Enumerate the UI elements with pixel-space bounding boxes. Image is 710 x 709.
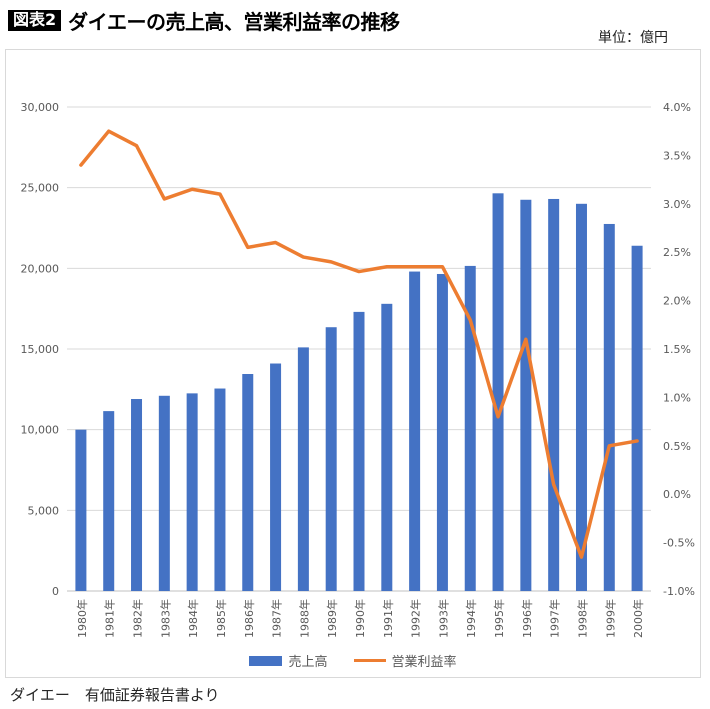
bar-1990年	[353, 311, 365, 591]
x-axis-tick-1999年: 1999年	[603, 599, 617, 638]
right-axis-tick-0.5: 0.5%	[663, 440, 691, 453]
x-axis-tick-1990年: 1990年	[353, 599, 367, 638]
x-axis-tick-1988年: 1988年	[297, 599, 311, 638]
legend-item-sales: 売上高	[249, 651, 328, 670]
bar-1982年	[131, 399, 143, 591]
left-axis-tick-10000: 10,000	[21, 424, 60, 437]
bar-1998年	[575, 203, 587, 592]
x-axis-tick-1984年: 1984年	[186, 599, 200, 638]
chart-header: 図表2 ダイエーの売上高、営業利益率の推移	[8, 6, 400, 35]
x-axis-tick-1982年: 1982年	[131, 599, 145, 638]
bar-1980年	[75, 429, 87, 591]
bar-1995年	[492, 193, 504, 591]
left-axis-tick-15000: 15,000	[21, 343, 60, 356]
sales-swatch-icon	[249, 655, 283, 666]
bar-1983年	[158, 395, 170, 591]
right-axis-tick-4.0: 4.0%	[663, 101, 691, 114]
x-axis-tick-1997年: 1997年	[548, 599, 562, 638]
chart-container: 0 5,000 10,000 15,000 20,000 25,000 30,000 -1.0…	[5, 49, 701, 678]
x-axis-tick-1995年: 1995年	[492, 599, 506, 638]
bar-1987年	[270, 363, 282, 591]
unit-label: 単位：億円	[598, 30, 668, 46]
source-caption: ダイエー 有価証券報告書より	[10, 686, 220, 704]
legend-margin-label: 営業利益率	[391, 655, 457, 670]
x-axis-tick-1989年: 1989年	[325, 599, 339, 638]
bar-1992年	[409, 271, 421, 591]
legend-sales-label: 売上高	[288, 655, 328, 670]
operating-margin-line	[79, 129, 639, 559]
figure-number-badge: 図表2	[8, 10, 62, 31]
x-axis-tick-1996年: 1996年	[520, 599, 534, 638]
right-axis-tick--1.0: -1.0%	[663, 585, 695, 598]
legend-item-margin: 営業利益率	[353, 651, 457, 670]
x-axis-tick-1980年: 1980年	[75, 599, 89, 638]
x-axis-tick-1987年: 1987年	[270, 599, 284, 638]
bar-1993年	[436, 273, 448, 591]
right-axis-tick--0.5: -0.5%	[663, 537, 695, 550]
right-axis-tick-1.5: 1.5%	[663, 343, 691, 356]
x-axis-tick-1991年: 1991年	[381, 599, 395, 638]
left-axis-tick-0: 0	[52, 585, 59, 598]
x-axis-tick-1985年: 1985年	[214, 599, 228, 638]
bar-1991年	[381, 303, 393, 591]
right-axis-tick-2.5: 2.5%	[663, 246, 691, 259]
bar-1999年	[603, 223, 615, 591]
bar-1996年	[520, 199, 532, 591]
x-axis-tick-1983年: 1983年	[158, 599, 172, 638]
bar-1984年	[186, 393, 198, 591]
x-axis-tick-1998年: 1998年	[575, 599, 589, 638]
bar-2000年	[631, 245, 643, 591]
x-axis-tick-2000年: 2000年	[631, 599, 645, 638]
left-axis-tick-20000: 20,000	[21, 262, 60, 275]
x-axis-tick-1986年: 1986年	[242, 599, 256, 638]
bar-1988年	[297, 347, 309, 591]
right-axis-tick-3.0: 3.0%	[663, 198, 691, 211]
margin-swatch-icon	[353, 658, 386, 663]
bar-1997年	[548, 198, 560, 591]
left-axis-tick-5000: 5,000	[28, 504, 60, 517]
bar-1989年	[325, 327, 337, 591]
x-axis-tick-1994年: 1994年	[464, 599, 478, 638]
chart-plot: 0 5,000 10,000 15,000 20,000 25,000 30,000 -1.0…	[21, 101, 695, 638]
left-axis-tick-25000: 25,000	[21, 182, 60, 195]
bar-1985年	[214, 388, 226, 591]
bar-1981年	[103, 411, 115, 591]
x-axis-tick-1993年: 1993年	[436, 599, 450, 638]
x-axis-tick-1981年: 1981年	[103, 599, 117, 638]
x-axis-tick-1992年: 1992年	[409, 599, 423, 638]
right-axis-tick-1.0: 1.0%	[663, 391, 691, 404]
bar-1994年	[464, 265, 476, 591]
legend: 売上高 営業利益率	[6, 651, 700, 670]
right-axis-tick-0.0: 0.0%	[663, 488, 691, 501]
page-title: ダイエーの売上高、営業利益率の推移	[68, 10, 400, 34]
right-axis-tick-3.5: 3.5%	[663, 149, 691, 162]
left-axis-tick-30000: 30,000	[21, 101, 60, 114]
bar-1986年	[242, 374, 254, 591]
right-axis-tick-2.0: 2.0%	[663, 295, 691, 308]
